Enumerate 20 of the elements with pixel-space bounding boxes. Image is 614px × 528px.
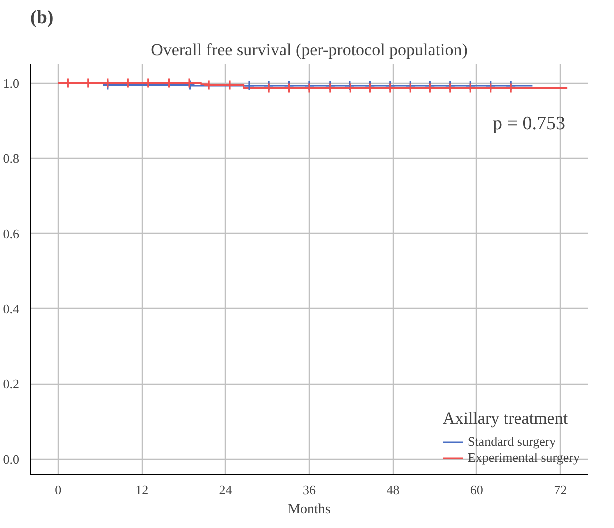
x-tick-label: 48 [386, 482, 400, 498]
legend-label: Standard surgery [468, 434, 556, 450]
y-tick-label: 1.0 [3, 76, 20, 91]
y-tick-label: 0.2 [3, 376, 20, 392]
annotation: p = 0.753 [493, 114, 566, 134]
chart-subtitle: (b) [30, 8, 54, 28]
x-tick-label: 12 [136, 482, 149, 498]
x-tick-label: 24 [219, 482, 233, 498]
y-tick-label: 0.4 [3, 301, 20, 316]
legend-title: Axillary treatment [442, 409, 570, 429]
x-tick-label: 60 [470, 482, 484, 498]
x-tick-label: 36 [303, 482, 316, 498]
y-tick-label: 0.8 [3, 151, 20, 166]
x-tick-label: 0 [55, 482, 62, 498]
y-tick-label: 0.0 [3, 452, 20, 467]
x-axis-title: Months [288, 502, 331, 518]
y-tick-label: 0.6 [3, 226, 20, 242]
x-tick-label: 72 [554, 482, 568, 498]
legend-label: Experimental surgery [468, 450, 580, 466]
chart-title: Overall free survival (per-protocol population) [151, 40, 468, 60]
